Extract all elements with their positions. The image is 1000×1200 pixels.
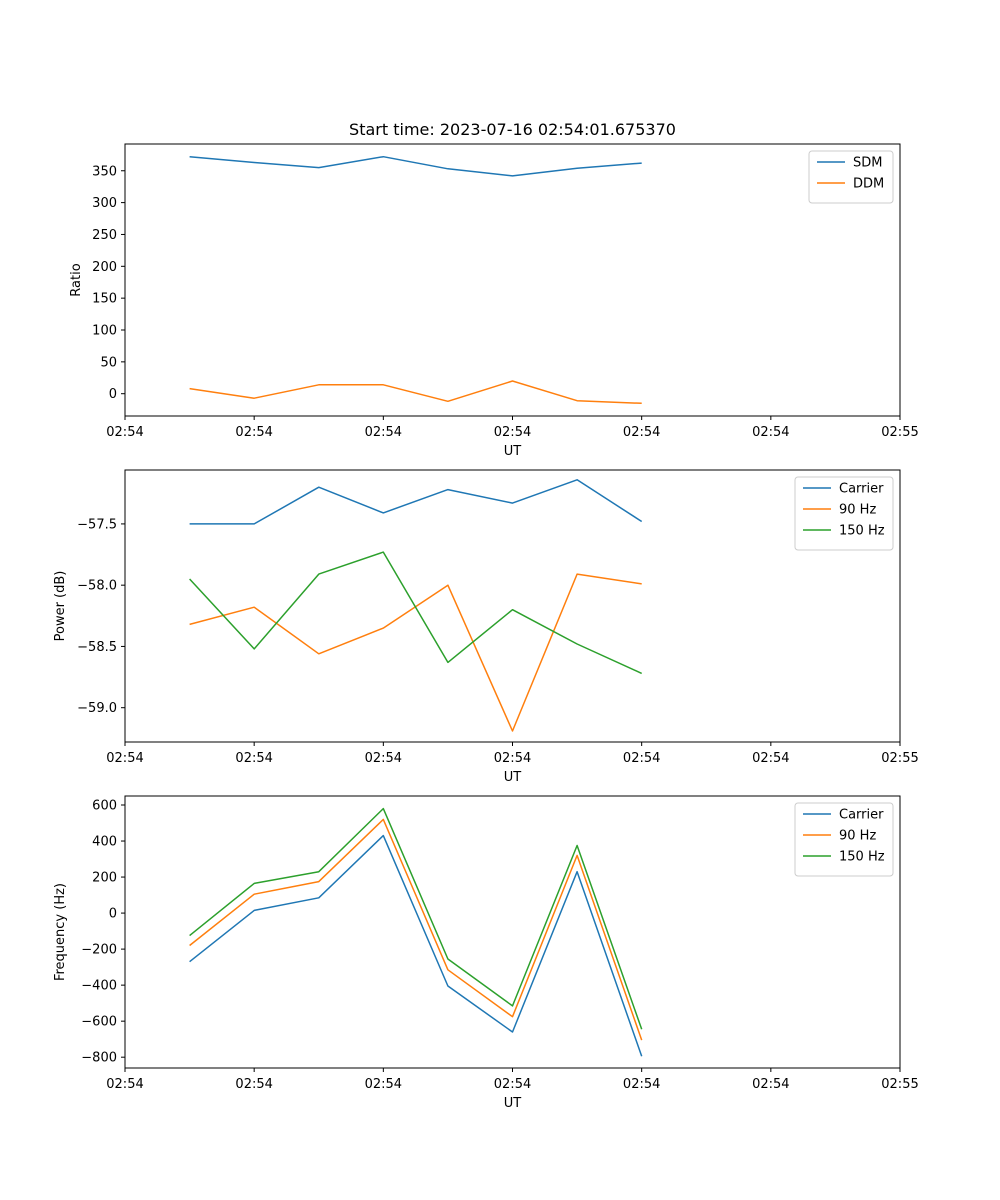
ratio-x-axis-label: UT — [504, 444, 522, 459]
ratio-y-axis-label: Ratio — [69, 263, 84, 296]
frequency-y-tick-label: −200 — [81, 943, 117, 958]
frequency-panel: 02:54 02:54 02:54 02:54 02:54 02:54 02:55 600 40… — [53, 795, 919, 1111]
power-legend: Carrier 90 Hz 150 Hz — [794, 476, 894, 551]
frequency-series-150-hz-line — [189, 807, 643, 1030]
ratio-legend-label-ddm: DDM — [853, 177, 884, 192]
power-y-tick-label: −57.5 — [77, 517, 117, 532]
power-legend-box — [794, 476, 894, 551]
frequency-x-axis-label: UT — [504, 1096, 522, 1111]
ratio-chart-title: Start time: 2023-07-16 02:54:01.675370 — [349, 120, 676, 139]
ratio-x-tick-label: 02:54 — [623, 425, 660, 440]
ratio-y-tick-label: 0 — [109, 387, 117, 402]
power-y-tick-label: −58.0 — [77, 579, 117, 594]
ratio-panel: 02:54 02:54 02:54 02:54 02:54 02:54 02:55 0 50 10… — [69, 120, 919, 459]
power-legend-label-150-hz: 150 Hz — [839, 524, 885, 539]
ratio-x-tick-label: 02:54 — [365, 425, 402, 440]
ratio-legend: SDM DDM — [808, 150, 894, 204]
frequency-y-tick-label: −800 — [81, 1051, 117, 1066]
ratio-legend-label-sdm: SDM — [853, 156, 882, 171]
frequency-y-tick-label: 600 — [92, 799, 117, 814]
power-series-150-hz-line — [189, 551, 643, 675]
ratio-series-ddm-line — [189, 380, 642, 405]
frequency-legend-label-carrier: Carrier — [839, 808, 884, 823]
power-x-tick-label: 02:54 — [106, 751, 143, 766]
frequency-y-tick-label: −600 — [81, 1015, 117, 1030]
frequency-y-tick-label: 0 — [109, 907, 117, 922]
frequency-series-carrier-line — [189, 834, 643, 1057]
frequency-legend-label-150-hz: 150 Hz — [839, 850, 885, 865]
power-x-tick-label: 02:54 — [235, 751, 272, 766]
power-y-tick-label: −59.0 — [77, 701, 117, 716]
power-x-tick-label: 02:54 — [494, 751, 531, 766]
frequency-x-tick-label: 02:54 — [365, 1077, 402, 1092]
ratio-y-tick-label: 50 — [100, 355, 117, 370]
ratio-y-tick-label: 200 — [92, 260, 117, 275]
frequency-y-tick-label: −400 — [81, 979, 117, 994]
frequency-x-tick-label: 02:54 — [106, 1077, 143, 1092]
ratio-x-tick-label: 02:54 — [106, 425, 143, 440]
power-panel: 02:54 02:54 02:54 02:54 02:54 02:54 02:55 −57.5… — [53, 469, 919, 785]
frequency-y-tick-label: 400 — [92, 835, 117, 850]
frequency-x-tick-label: 02:55 — [881, 1077, 918, 1092]
ratio-y-tick-label: 150 — [92, 292, 117, 307]
ratio-y-tick-label: 100 — [92, 324, 117, 339]
power-legend-label-90-hz: 90 Hz — [839, 503, 876, 518]
frequency-legend-box — [794, 802, 894, 877]
ratio-y-tick-label: 250 — [92, 228, 117, 243]
ratio-x-tick-label: 02:54 — [494, 425, 531, 440]
frequency-x-tick-label: 02:54 — [752, 1077, 789, 1092]
power-legend-label-carrier: Carrier — [839, 482, 884, 497]
power-y-tick-label: −58.5 — [77, 640, 117, 655]
power-x-tick-label: 02:55 — [881, 751, 918, 766]
ratio-x-tick-label: 02:54 — [235, 425, 272, 440]
ratio-y-tick-label: 350 — [92, 164, 117, 179]
ratio-legend-box — [808, 150, 894, 204]
frequency-legend-label-90-hz: 90 Hz — [839, 829, 876, 844]
power-series-carrier-line — [189, 479, 643, 525]
frequency-series-90-hz-line — [189, 818, 643, 1041]
ratio-x-tick-label: 02:55 — [881, 425, 918, 440]
power-x-tick-label: 02:54 — [752, 751, 789, 766]
frequency-legend: Carrier 90 Hz 150 Hz — [794, 802, 894, 877]
ratio-series-sdm-line — [189, 155, 642, 177]
power-x-tick-label: 02:54 — [365, 751, 402, 766]
frequency-x-tick-label: 02:54 — [623, 1077, 660, 1092]
power-x-axis-label: UT — [504, 770, 522, 785]
frequency-x-tick-label: 02:54 — [494, 1077, 531, 1092]
ratio-y-tick-label: 300 — [92, 196, 117, 211]
frequency-y-axis-label: Frequency (Hz) — [53, 883, 68, 981]
power-y-axis-label: Power (dB) — [53, 571, 68, 642]
power-x-tick-label: 02:54 — [623, 751, 660, 766]
frequency-y-tick-label: 200 — [92, 871, 117, 886]
ratio-x-tick-label: 02:54 — [752, 425, 789, 440]
frequency-x-tick-label: 02:54 — [235, 1077, 272, 1092]
